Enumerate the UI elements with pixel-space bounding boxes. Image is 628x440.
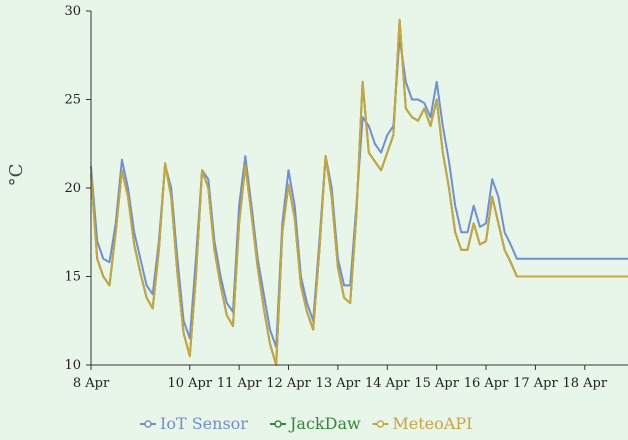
y-tick-label: 25	[64, 93, 81, 108]
y-tick-label: 20	[64, 181, 81, 196]
series-line-meteoapi	[90, 18, 628, 366]
legend-marker	[376, 420, 385, 428]
legend-label: JackDaw	[288, 414, 361, 433]
x-ticks: 8 Apr 10 Apr 11 Apr 12 Apr 13 Apr 14 Apr 15 Ap…	[73, 365, 608, 391]
y-tick-label: 10	[64, 358, 81, 373]
x-tick-label: 12 Apr	[266, 376, 311, 391]
y-axis-label: °C	[6, 164, 27, 187]
x-tick-label: 17 Apr	[513, 376, 558, 391]
legend-item-meteoapi[interactable]: MeteoAPI	[372, 414, 472, 433]
y-ticks: 10 15 20 25 30	[64, 4, 91, 373]
legend-marker	[144, 420, 152, 428]
series-line-iot-sensor	[90, 36, 628, 349]
legend-label: MeteoAPI	[392, 414, 472, 433]
x-tick-label: 10 Apr	[167, 376, 212, 391]
x-tick-label: 13 Apr	[316, 376, 361, 391]
y-tick-label: 30	[64, 4, 81, 19]
legend-item-jackdaw[interactable]: JackDaw	[270, 414, 361, 433]
series-layer	[90, 18, 628, 366]
legend[interactable]: IoT Sensor JackDaw MeteoAPI	[140, 414, 472, 433]
legend-label: IoT Sensor	[160, 414, 248, 433]
x-tick-label: 18 Apr	[562, 376, 607, 391]
legend-marker	[274, 420, 282, 428]
x-tick-label: 15 Apr	[414, 376, 459, 391]
y-tick-label: 15	[64, 270, 81, 285]
x-tick-label: 8 Apr	[73, 376, 110, 391]
x-tick-label: 14 Apr	[365, 376, 410, 391]
x-tick-label: 11 Apr	[217, 376, 262, 391]
x-tick-label: 16 Apr	[464, 376, 509, 391]
legend-item-iot-sensor[interactable]: IoT Sensor	[140, 414, 248, 433]
